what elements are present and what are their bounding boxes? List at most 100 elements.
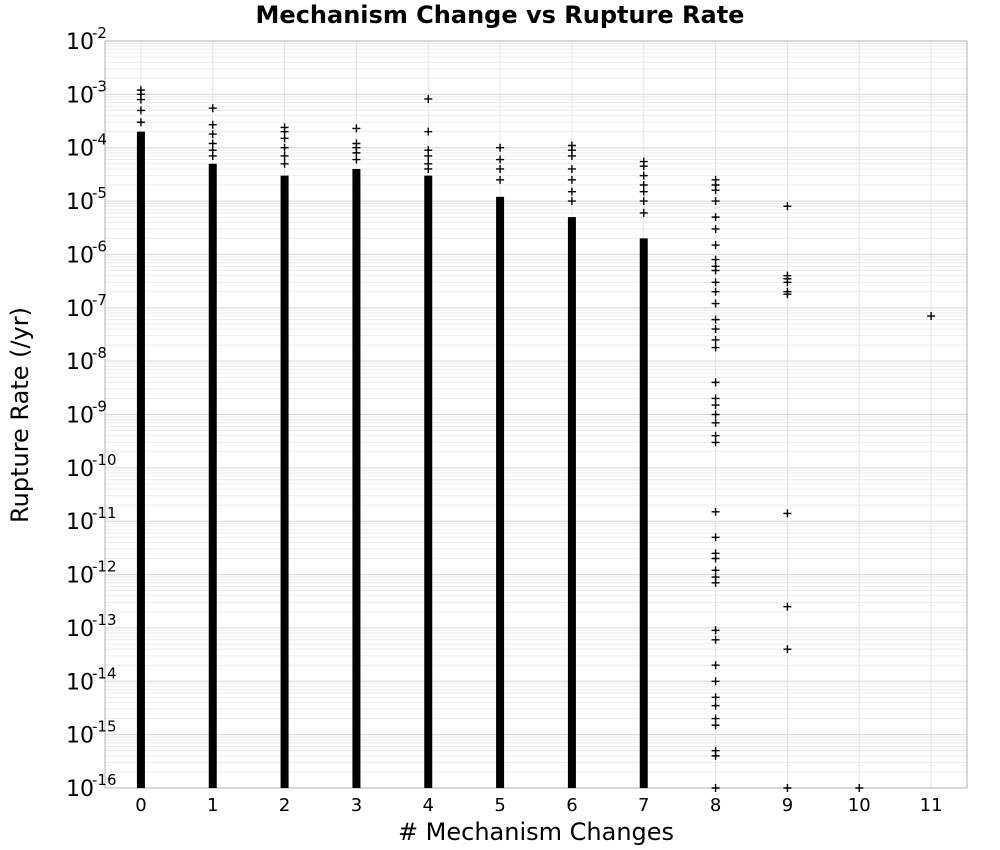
- dense-point-cluster: [424, 175, 433, 789]
- y-tick-base: 10: [66, 670, 94, 695]
- data-point: [711, 255, 720, 264]
- y-tick-base: 10: [66, 297, 94, 322]
- y-tick-exponent: -15: [92, 718, 117, 736]
- data-point: [711, 578, 720, 587]
- x-tick-label: 0: [135, 795, 146, 816]
- y-tick-base: 10: [66, 243, 94, 268]
- y-tick-base: 10: [66, 137, 94, 162]
- dense-point-cluster: [639, 238, 648, 789]
- data-point: [711, 626, 720, 635]
- y-tick-base: 10: [66, 30, 94, 55]
- grid-lines: [105, 40, 967, 789]
- data-point: [208, 151, 217, 160]
- data-point: [711, 401, 720, 410]
- data-point: [280, 134, 289, 143]
- data-point: [783, 290, 792, 299]
- y-tick-label: 10-4: [66, 131, 107, 162]
- y-tick-exponent: -4: [92, 131, 107, 149]
- data-point: [711, 278, 720, 287]
- y-tick-label: 10-8: [66, 344, 107, 375]
- data-point: [567, 175, 576, 184]
- data-point: [711, 693, 720, 702]
- x-tick-labels: 0 1 2 3 4 5 6 7 8 9 10 11: [135, 795, 942, 816]
- dense-point-cluster: [136, 131, 145, 788]
- y-tick-label: 10-16: [66, 771, 117, 802]
- data-point: [711, 701, 720, 710]
- data-point: [711, 378, 720, 387]
- y-tick-exponent: -13: [92, 611, 117, 629]
- y-tick-exponent: -2: [92, 24, 107, 42]
- data-point: [927, 312, 936, 321]
- data-point: [711, 677, 720, 686]
- data-point: [424, 164, 433, 173]
- data-point: [783, 645, 792, 654]
- data-point: [711, 410, 720, 419]
- data-point: [352, 124, 361, 133]
- data-point: [711, 287, 720, 296]
- data-point: [496, 175, 505, 184]
- data-point: [783, 278, 792, 287]
- data-point: [567, 187, 576, 196]
- data-point: [639, 208, 648, 217]
- y-tick-label: 10-12: [66, 558, 117, 589]
- data-point: [783, 202, 792, 211]
- y-tick-exponent: -11: [92, 504, 117, 522]
- data-point: [496, 164, 505, 173]
- data-point: [783, 602, 792, 611]
- data-point: [280, 151, 289, 160]
- y-tick-labels: 10-210-310-410-510-610-710-810-910-1010-…: [66, 24, 117, 802]
- data-point: [783, 509, 792, 518]
- data-point: [711, 197, 720, 206]
- data-point: [711, 186, 720, 195]
- y-tick-label: 10-2: [66, 24, 107, 55]
- y-tick-exponent: -3: [92, 77, 107, 95]
- data-point: [639, 162, 648, 171]
- y-tick-base: 10: [66, 404, 94, 429]
- y-tick-exponent: -6: [92, 237, 107, 255]
- x-axis-label: # Mechanism Changes: [398, 818, 674, 846]
- data-point: [567, 151, 576, 160]
- y-tick-base: 10: [66, 617, 94, 642]
- data-point: [208, 104, 217, 113]
- data-point: [136, 118, 145, 127]
- y-tick-label: 10-6: [66, 237, 107, 268]
- dense-point-cluster: [496, 196, 505, 788]
- data-point: [711, 418, 720, 427]
- y-tick-exponent: -7: [92, 291, 107, 309]
- y-tick-exponent: -10: [92, 451, 117, 469]
- data-point: [639, 187, 648, 196]
- chart-title: Mechanism Change vs Rupture Rate: [256, 1, 745, 29]
- dense-point-cluster: [352, 168, 361, 788]
- data-point: [711, 554, 720, 563]
- data-point: [711, 213, 720, 222]
- y-tick-base: 10: [66, 564, 94, 589]
- y-tick-base: 10: [66, 457, 94, 482]
- y-tick-label: 10-13: [66, 611, 117, 642]
- dense-point-cluster: [280, 175, 289, 789]
- data-point: [783, 784, 792, 792]
- data-point: [711, 266, 720, 275]
- data-point: [711, 635, 720, 644]
- data-point: [711, 784, 720, 792]
- data-point: [639, 171, 648, 180]
- y-tick-exponent: -9: [92, 398, 107, 416]
- data-point: [208, 120, 217, 129]
- x-tick-label: 9: [782, 795, 793, 816]
- data-point: [639, 197, 648, 206]
- data-points: [136, 86, 936, 792]
- x-tick-label: 7: [638, 795, 649, 816]
- data-point: [711, 751, 720, 760]
- data-point: [711, 224, 720, 233]
- data-point: [711, 533, 720, 542]
- data-point: [496, 155, 505, 164]
- data-point: [711, 335, 720, 344]
- data-point: [711, 721, 720, 730]
- y-axis-label: Rupture Rate (/yr): [6, 307, 34, 523]
- data-point: [280, 143, 289, 152]
- data-point: [424, 151, 433, 160]
- y-tick-label: 10-14: [66, 664, 117, 695]
- y-tick-base: 10: [66, 510, 94, 535]
- dense-point-cluster: [567, 217, 576, 788]
- data-point: [711, 507, 720, 516]
